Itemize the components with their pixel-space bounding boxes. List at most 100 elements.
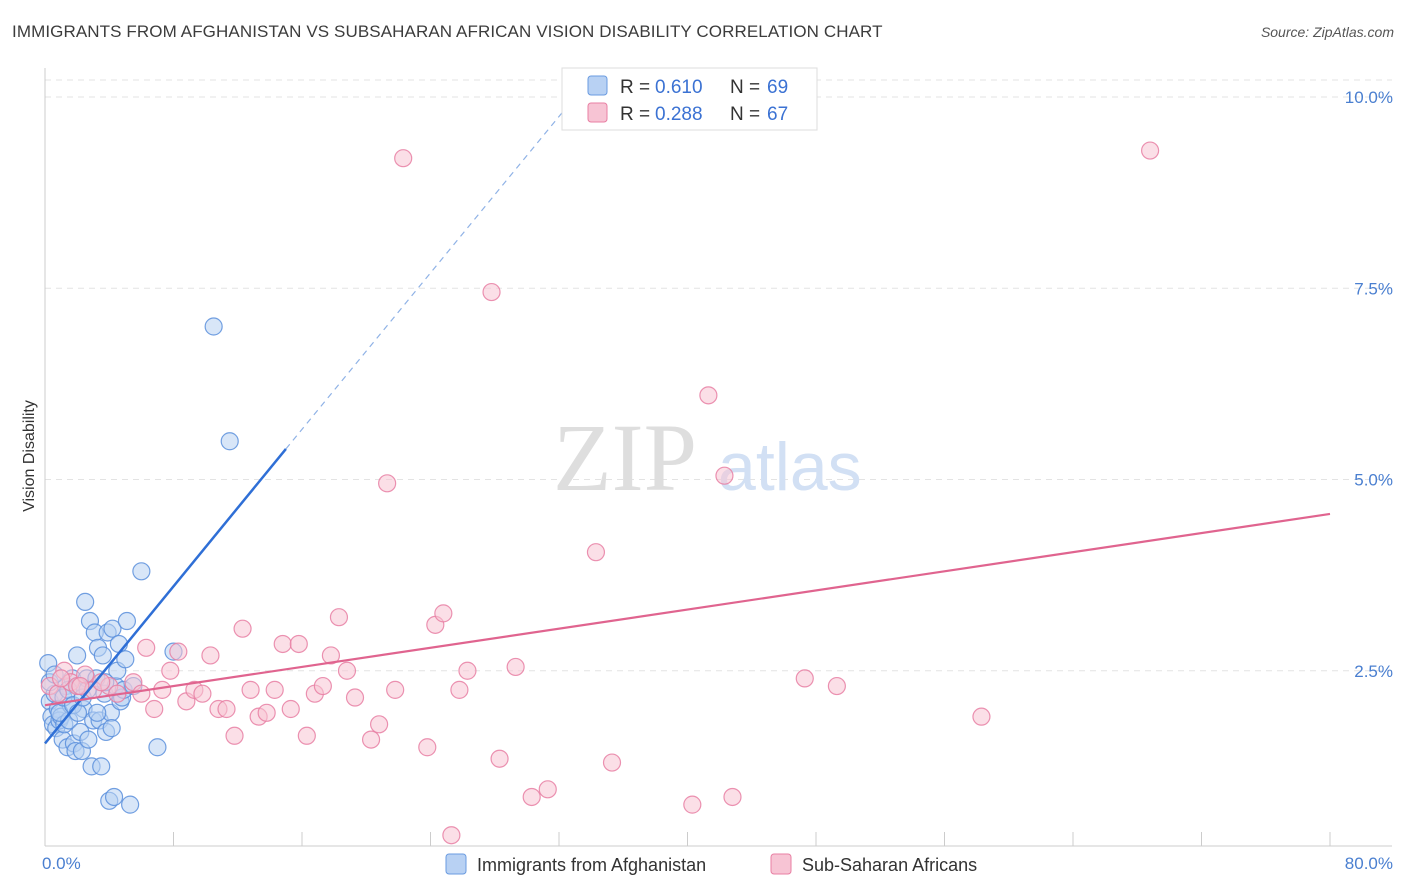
point-subsaharan bbox=[394, 149, 413, 168]
point-subsaharan bbox=[386, 680, 405, 699]
point-afghanistan bbox=[68, 703, 88, 722]
point-subsaharan bbox=[161, 661, 180, 680]
point-afghanistan bbox=[220, 432, 239, 451]
point-subsaharan bbox=[723, 787, 742, 807]
point-afghanistan bbox=[88, 703, 107, 722]
legend-r-label: R = bbox=[620, 104, 650, 125]
point-subsaharan bbox=[329, 608, 349, 627]
point-subsaharan bbox=[153, 680, 172, 699]
gridlines bbox=[45, 79, 1392, 672]
point-subsaharan bbox=[265, 680, 284, 699]
point-subsaharan bbox=[345, 688, 365, 707]
point-subsaharan bbox=[538, 780, 557, 799]
legend-r-value-afghanistan: 0.610 bbox=[655, 77, 703, 98]
point-afghanistan bbox=[93, 646, 112, 665]
point-afghanistan bbox=[117, 611, 137, 631]
point-subsaharan bbox=[378, 474, 397, 493]
point-subsaharan bbox=[450, 680, 469, 699]
trendline-afghanistan-extension bbox=[285, 96, 576, 450]
point-subsaharan bbox=[51, 669, 71, 688]
y-axis-label: Vision Disability bbox=[21, 400, 38, 512]
y-tick-label: 7.5% bbox=[1354, 279, 1393, 298]
point-afghanistan bbox=[92, 757, 111, 776]
series-legend: Immigrants from Afghanistan Sub-Saharan … bbox=[445, 853, 977, 875]
point-subsaharan bbox=[490, 749, 509, 768]
point-subsaharan bbox=[313, 676, 332, 696]
point-subsaharan bbox=[217, 699, 236, 719]
point-afghanistan bbox=[76, 592, 95, 612]
point-afghanistan bbox=[103, 619, 122, 638]
point-subsaharan bbox=[71, 676, 90, 696]
point-subsaharan bbox=[257, 703, 276, 722]
y-tick-label: 2.5% bbox=[1354, 662, 1393, 681]
correlation-legend: R = 0.610 N = 69 R = 0.288 N = 67 bbox=[561, 67, 818, 131]
point-subsaharan bbox=[132, 684, 151, 703]
legend-n-value-subsaharan: 67 bbox=[767, 104, 788, 125]
source-credit: Source: ZipAtlas.com bbox=[1260, 24, 1394, 40]
point-subsaharan bbox=[602, 753, 622, 772]
point-subsaharan bbox=[321, 646, 341, 665]
point-subsaharan bbox=[137, 638, 156, 657]
legend-n-label: N = bbox=[730, 104, 760, 125]
legend-n-value-afghanistan: 69 bbox=[767, 77, 788, 98]
x-tick-label-max: 80.0% bbox=[1345, 854, 1393, 873]
trend-lines bbox=[44, 96, 1331, 745]
point-subsaharan bbox=[458, 661, 477, 680]
point-subsaharan bbox=[361, 730, 381, 749]
point-subsaharan bbox=[273, 634, 292, 654]
point-subsaharan bbox=[233, 619, 252, 638]
point-afghanistan bbox=[116, 650, 135, 669]
legend-n-label: N = bbox=[730, 77, 760, 98]
y-tick-label: 10.0% bbox=[1345, 88, 1393, 107]
point-subsaharan bbox=[522, 787, 541, 807]
point-subsaharan bbox=[1140, 141, 1160, 160]
point-subsaharan bbox=[370, 715, 389, 734]
y-tick-label: 5.0% bbox=[1354, 471, 1393, 490]
point-afghanistan bbox=[121, 795, 140, 814]
point-subsaharan bbox=[193, 684, 212, 703]
trendline-afghanistan bbox=[44, 448, 287, 745]
y-tick-labels: 2.5% 5.0% 7.5% 10.0% bbox=[1345, 88, 1393, 681]
point-subsaharan bbox=[715, 466, 734, 485]
point-subsaharan bbox=[586, 543, 606, 562]
chart-title: IMMIGRANTS FROM AFGHANISTAN VS SUBSAHARA… bbox=[12, 22, 883, 41]
point-subsaharan bbox=[241, 680, 260, 699]
point-subsaharan bbox=[506, 657, 525, 677]
trendline-subsaharan bbox=[44, 512, 1331, 707]
point-subsaharan bbox=[827, 676, 846, 696]
x-axis-ticks bbox=[44, 832, 1331, 846]
watermark-zip: ZIP bbox=[553, 404, 697, 511]
watermark-atlas: atlas bbox=[718, 429, 862, 505]
point-afghanistan bbox=[148, 738, 167, 757]
bottom-legend-swatch-subsaharan[interactable] bbox=[770, 853, 792, 875]
point-subsaharan bbox=[201, 646, 220, 665]
point-afghanistan bbox=[104, 787, 124, 807]
point-subsaharan bbox=[442, 826, 461, 845]
bottom-legend-swatch-afghanistan[interactable] bbox=[445, 853, 467, 875]
bottom-legend-label-subsaharan[interactable]: Sub-Saharan Africans bbox=[802, 855, 977, 875]
point-afghanistan bbox=[79, 730, 98, 749]
point-subsaharan bbox=[169, 642, 188, 661]
point-subsaharan bbox=[418, 738, 437, 757]
point-subsaharan bbox=[225, 726, 244, 745]
point-subsaharan bbox=[337, 661, 357, 680]
point-subsaharan bbox=[289, 634, 308, 654]
point-subsaharan bbox=[434, 604, 453, 623]
legend-r-label: R = bbox=[620, 77, 650, 98]
bottom-legend-label-afghanistan[interactable]: Immigrants from Afghanistan bbox=[477, 855, 706, 875]
point-afghanistan bbox=[204, 317, 223, 336]
point-afghanistan bbox=[68, 646, 87, 665]
point-subsaharan bbox=[972, 707, 991, 726]
point-subsaharan bbox=[795, 669, 814, 688]
point-subsaharan bbox=[482, 282, 501, 302]
legend-swatch-subsaharan bbox=[587, 102, 608, 123]
point-subsaharan bbox=[281, 699, 300, 719]
point-subsaharan bbox=[145, 699, 164, 719]
data-points bbox=[39, 141, 1160, 845]
legend-r-value-subsaharan: 0.288 bbox=[655, 104, 703, 125]
point-afghanistan bbox=[132, 562, 151, 581]
x-tick-label-min: 0.0% bbox=[42, 854, 81, 873]
point-afghanistan bbox=[102, 719, 121, 738]
point-subsaharan bbox=[683, 795, 702, 814]
